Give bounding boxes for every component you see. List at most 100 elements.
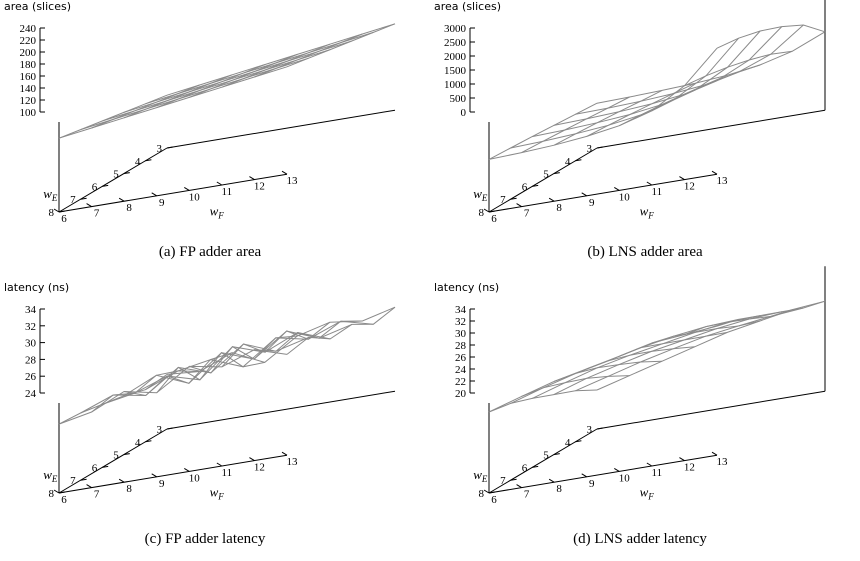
y-tick-mark (58, 491, 66, 494)
surface-column-line (521, 375, 630, 397)
x-tick-label: 7 (524, 208, 530, 220)
surface-column-line (716, 24, 826, 49)
x-tick-mark (483, 489, 490, 494)
y-tick-label: 7 (500, 475, 506, 487)
z-tick-label: 1500 (444, 65, 467, 77)
surface-row-line (58, 349, 288, 425)
y-axis-line (488, 428, 598, 494)
y-axis-line (488, 147, 598, 213)
surface-column-line (716, 300, 826, 327)
surface-row-line (531, 315, 761, 399)
x-tick-label: 13 (287, 456, 299, 468)
z-tick-label: 20 (455, 388, 467, 400)
x-tick-label: 12 (684, 181, 695, 193)
surface-row-line (553, 311, 782, 396)
z-tick-label: 240 (20, 23, 37, 35)
y-axis-line (58, 147, 168, 213)
x-tick-label: 8 (126, 202, 132, 214)
surface-column-line (488, 389, 598, 413)
z-tick-label: 22 (455, 376, 466, 388)
y-tick-label: 3 (157, 424, 163, 436)
y-tick-mark (166, 146, 174, 149)
surface-row-line (510, 318, 739, 404)
x-tick-mark (646, 181, 653, 186)
x-tick-mark (614, 467, 620, 472)
y-axis-sub: E (51, 474, 58, 484)
back-edge-line (166, 109, 396, 149)
panel-fp-adder-latency: latency (ns) 24 26 28 30 32 34 6 7 8 9 10 11 12 13 3 4 5 6… (0, 281, 430, 561)
surface-row-line (166, 306, 396, 375)
y-tick-mark (532, 465, 539, 468)
surface-column-line (553, 89, 663, 146)
caption-b: (b) LNS adder area (587, 244, 703, 260)
x-tick-mark (711, 170, 718, 175)
y-tick-label: 8 (479, 207, 485, 219)
z-tick-label: 28 (25, 354, 37, 366)
y-tick-label: 6 (522, 181, 528, 193)
x-axis-line (58, 173, 288, 213)
surface-row-line (596, 31, 826, 104)
surface-column-line (58, 94, 168, 139)
x-tick-mark (53, 489, 60, 494)
x-tick-label: 10 (189, 472, 201, 484)
surface-row-line (553, 26, 783, 126)
y-axis-name: wE (43, 467, 58, 484)
z-tick-label: 0 (461, 107, 467, 119)
y-tick-mark (488, 491, 496, 494)
y-tick-label: 3 (587, 143, 593, 155)
x-tick-label: 9 (159, 197, 165, 209)
x-tick-mark (216, 181, 223, 186)
y-tick-mark (123, 172, 130, 175)
y-tick-mark (145, 159, 152, 162)
x-tick-mark (711, 451, 718, 456)
y-axis-sub: E (481, 474, 488, 484)
surface-row-line (575, 24, 804, 115)
x-tick-label: 8 (556, 202, 562, 214)
z-tick-label: 120 (20, 95, 37, 107)
y-axis-sub: E (481, 193, 488, 203)
x-tick-mark (281, 170, 288, 175)
surface-column-line (221, 43, 331, 88)
surface-column-line (286, 23, 396, 68)
panel-lns-adder-latency: latency (ns) 20 22 24 26 28 30 32 34 6 7 8 9 10 11 12 13… (430, 266, 860, 561)
surface-column-line (651, 64, 761, 112)
surface-column-line (286, 306, 396, 355)
y-tick-label: 8 (479, 488, 485, 500)
x-tick-label: 7 (524, 489, 530, 501)
surface-row-line (80, 336, 309, 414)
surface-row-line (488, 325, 718, 413)
surface-column-line (619, 74, 728, 127)
surface-column-line (124, 352, 233, 397)
x-axis-sub: F (647, 211, 654, 221)
z-tick-label: 34 (455, 304, 467, 316)
surface-column-line (123, 74, 233, 119)
back-edge-line (596, 109, 826, 149)
back-edge-line (596, 390, 826, 430)
x-tick-label: 7 (94, 489, 100, 501)
y-tick-label: 8 (49, 207, 55, 219)
z-tick-label: 220 (20, 35, 37, 47)
z-tick-label: 34 (25, 304, 37, 316)
y-tick-label: 3 (587, 424, 593, 436)
x-tick-mark (679, 176, 685, 181)
back-edge-line (166, 390, 396, 430)
y-tick-mark (58, 210, 66, 213)
surface-column-line (684, 309, 793, 336)
y-tick-mark (123, 453, 130, 456)
x-tick-label: 8 (126, 483, 132, 495)
x-tick-mark (216, 462, 223, 467)
surface-column-line (651, 320, 761, 344)
y-tick-mark (553, 453, 560, 456)
x-tick-mark (483, 208, 490, 213)
surface-column-line (521, 96, 630, 154)
y-tick-mark (102, 465, 109, 468)
y-tick-mark (166, 427, 174, 430)
surface-row-line (575, 307, 804, 392)
y-tick-label: 8 (49, 488, 55, 500)
surface-row-line (488, 47, 718, 160)
y-tick-mark (145, 440, 152, 443)
z-tick-label: 2000 (444, 51, 467, 63)
y-tick-mark (532, 184, 539, 187)
x-axis-sub: F (647, 492, 654, 502)
